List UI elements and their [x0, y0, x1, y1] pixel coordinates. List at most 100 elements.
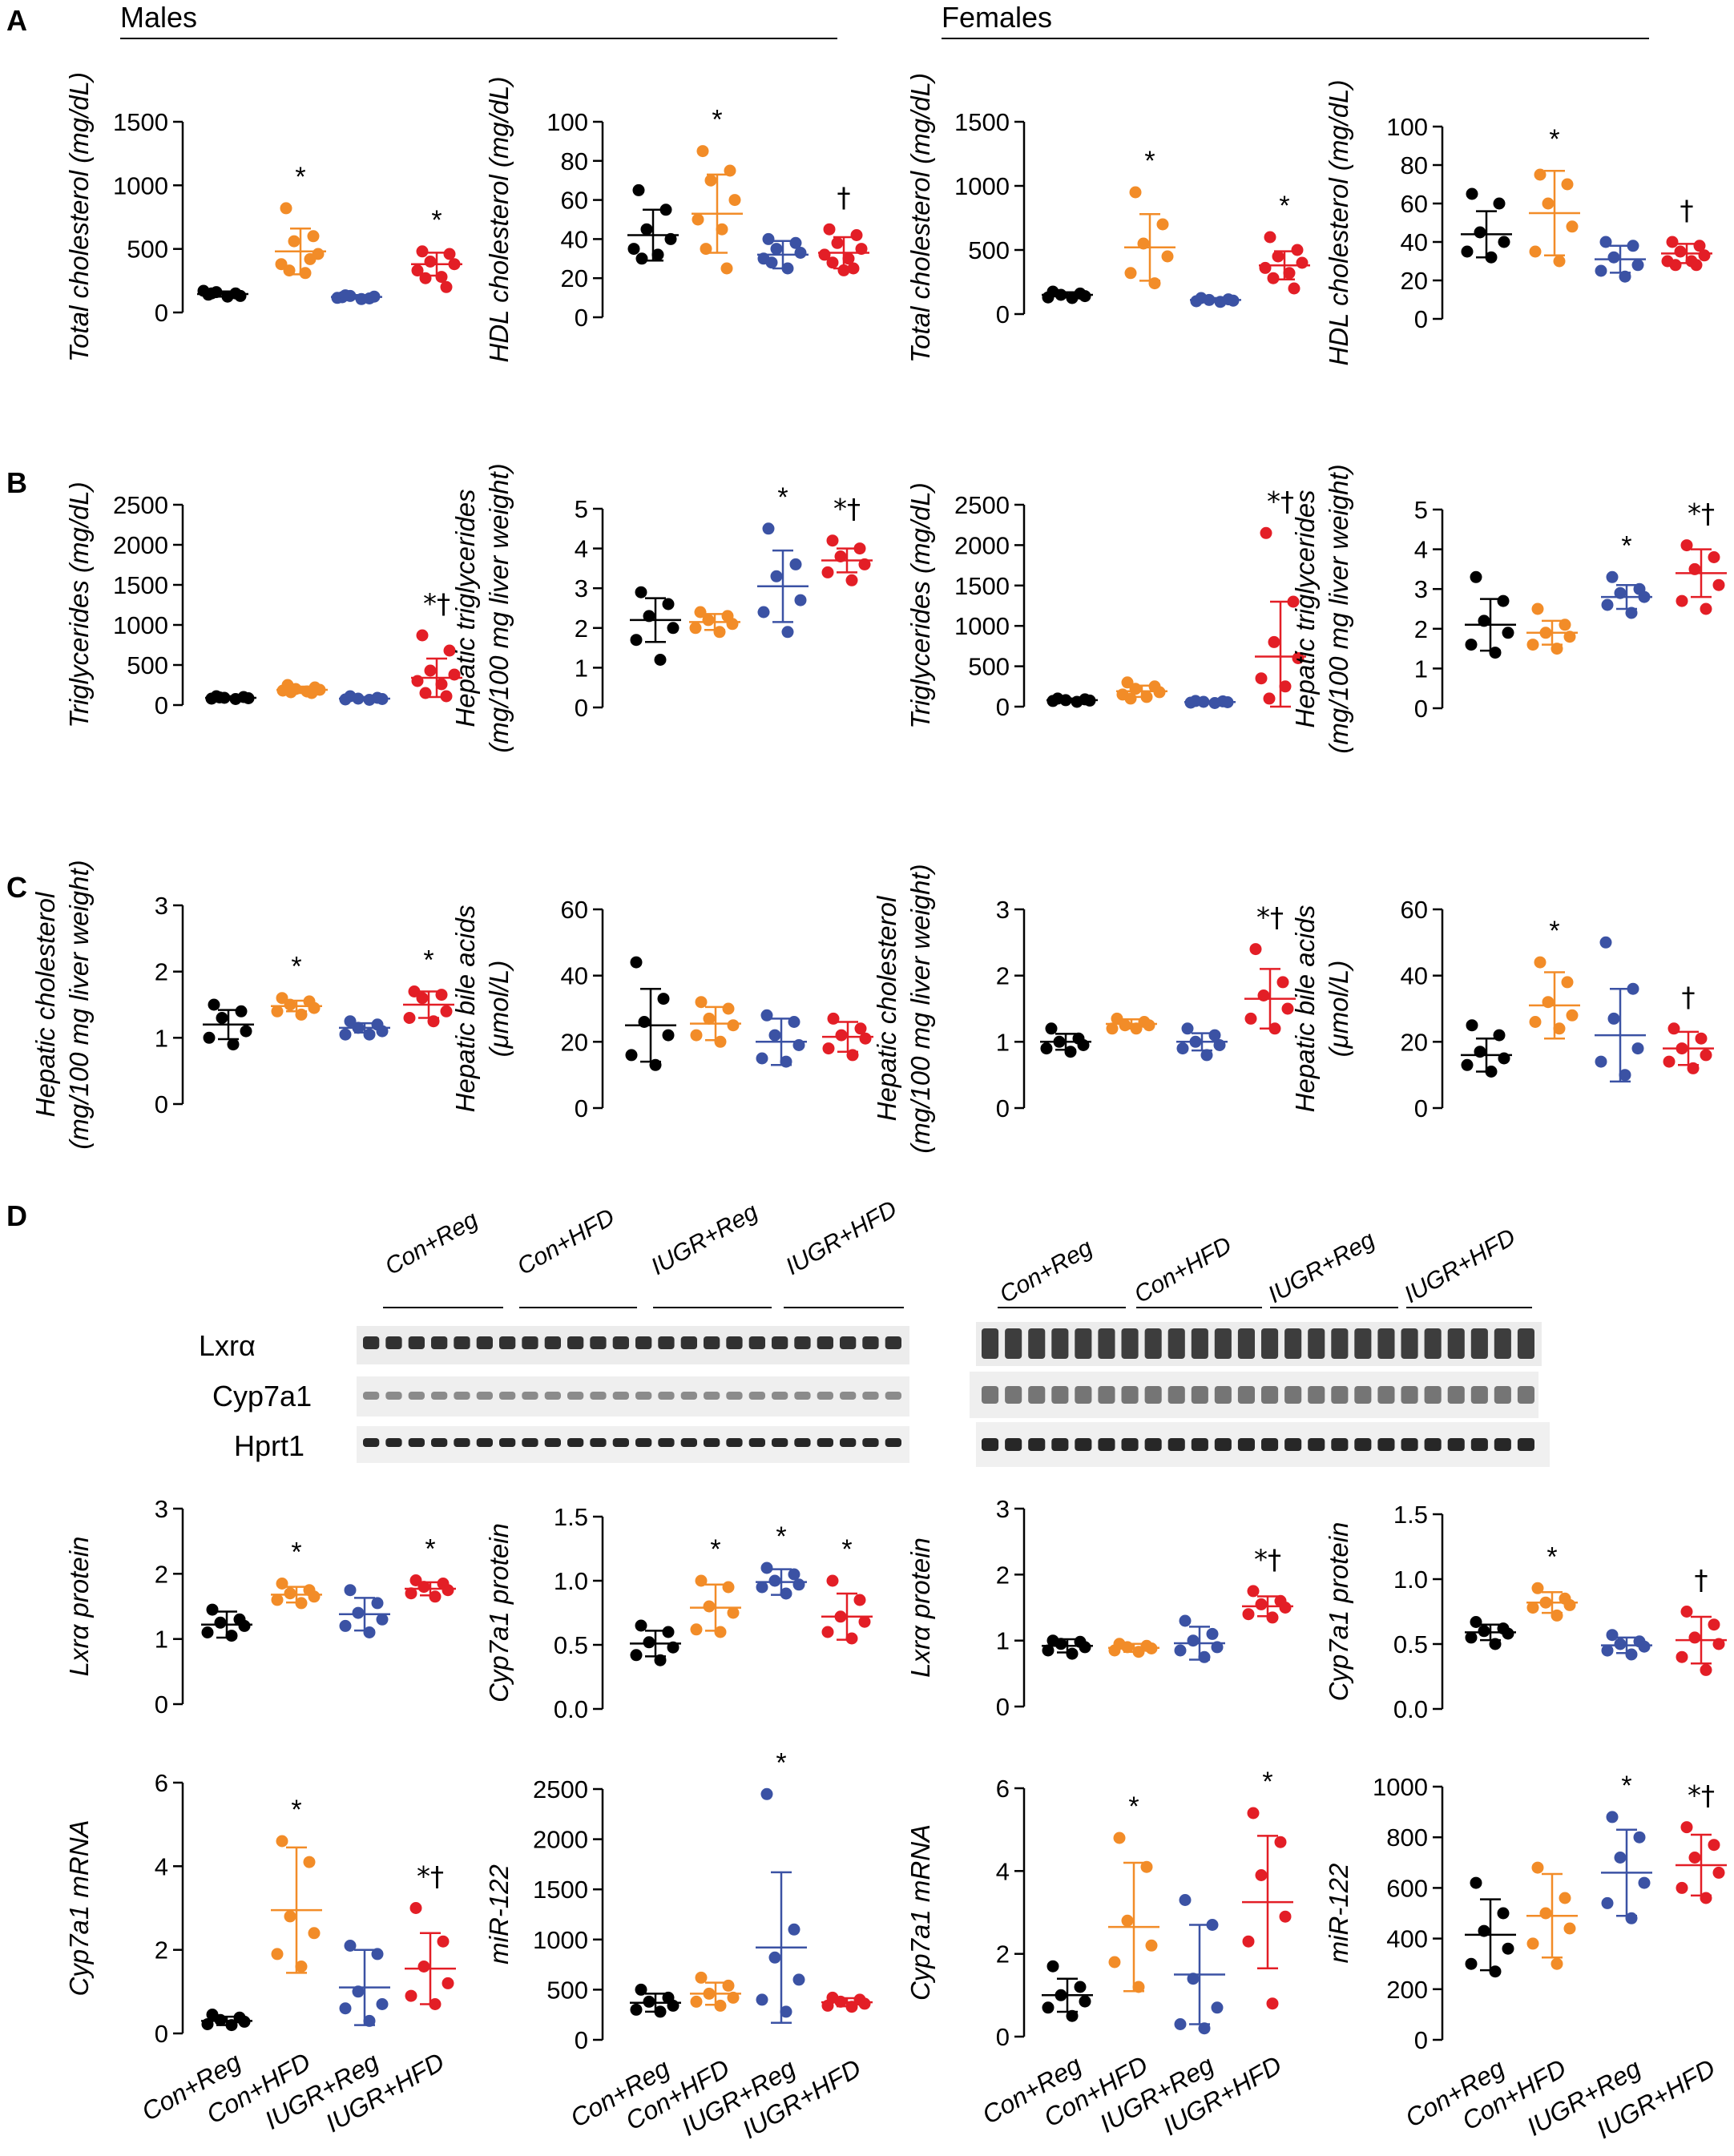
- series-iugr-hfd: *†: [1242, 1544, 1293, 1624]
- significance-marker: †: [1682, 981, 1696, 1014]
- blot-row-label: Cyp7a1: [212, 1380, 312, 1412]
- data-point: [1279, 1910, 1292, 1923]
- data-point: [768, 1951, 781, 1964]
- y-axis-label: Lxrα protein: [64, 1537, 94, 1677]
- y-tick-label: 2: [155, 1936, 168, 1965]
- data-point: [1700, 1049, 1712, 1062]
- data-point: [714, 1626, 727, 1638]
- blot-band: [862, 1392, 879, 1400]
- data-point: [1113, 1832, 1126, 1844]
- plot-d4: 0.0 0.5 1.0 1.5 Cyp7a1 protein * †: [1324, 1501, 1727, 1723]
- data-point: [1595, 264, 1607, 277]
- data-point: [440, 280, 453, 293]
- data-point: [1174, 1644, 1187, 1657]
- y-tick-label: 60: [561, 896, 588, 924]
- data-point: [339, 1619, 352, 1632]
- blot-band: [982, 1438, 999, 1451]
- series-con-hfd: *: [690, 1534, 741, 1638]
- series-con-reg: [627, 183, 679, 265]
- y-tick-label: 0.5: [554, 1631, 588, 1659]
- data-point: [689, 622, 702, 635]
- data-point: [1690, 259, 1703, 272]
- blot-band: [1261, 1386, 1279, 1404]
- y-tick-label: 1500: [113, 108, 168, 136]
- data-point: [770, 570, 783, 582]
- y-axis-label: (μmol/L): [1324, 961, 1353, 1058]
- blot-band: [567, 1392, 584, 1400]
- series-con-hfd: *: [271, 1537, 322, 1610]
- data-point: [654, 654, 667, 666]
- y-tick-label: 3: [155, 892, 168, 920]
- data-point: [344, 1584, 357, 1597]
- y-tick-label: 0: [996, 1094, 1010, 1122]
- data-point: [1040, 1042, 1053, 1055]
- blot-band: [840, 1336, 857, 1349]
- data-point: [1559, 1892, 1571, 1904]
- data-point: [727, 1606, 740, 1619]
- data-point: [1206, 1627, 1219, 1640]
- data-point: [1244, 1012, 1257, 1025]
- data-point: [1531, 1582, 1544, 1594]
- significance-marker: *†: [1256, 902, 1284, 934]
- data-point: [1674, 245, 1687, 258]
- data-point: [403, 1012, 416, 1024]
- series-iugr-reg: [1174, 1894, 1225, 2035]
- data-point: [822, 1042, 835, 1055]
- blot-band: [1121, 1328, 1139, 1359]
- series-iugr-hfd: *: [1259, 191, 1310, 295]
- significance-marker: *: [776, 1747, 786, 1778]
- data-point: [695, 1971, 708, 1984]
- data-point: [1595, 1055, 1607, 1068]
- data-point: [1526, 1937, 1539, 1950]
- data-point: [826, 534, 839, 547]
- data-point: [1599, 236, 1612, 248]
- data-point: [1264, 231, 1276, 244]
- y-tick-label: 0: [155, 1691, 168, 1719]
- y-tick-label: 2000: [533, 1826, 588, 1854]
- data-point: [363, 2014, 376, 2027]
- data-point: [1124, 692, 1137, 705]
- significance-marker: *†: [1688, 498, 1715, 530]
- y-axis-label: Total cholesterol (mg/dL): [64, 72, 94, 362]
- data-point: [344, 1015, 357, 1028]
- females-header: Females: [942, 1, 1052, 34]
- data-point: [635, 586, 647, 598]
- y-tick-label: 0: [575, 694, 588, 722]
- data-point: [1267, 272, 1280, 284]
- blot-band: [1447, 1328, 1465, 1359]
- data-point: [640, 223, 653, 236]
- series-con-hfd: *: [1526, 1541, 1578, 1622]
- data-point: [435, 678, 448, 691]
- y-tick-label: 1000: [113, 611, 168, 639]
- blot-band: [1144, 1438, 1162, 1451]
- y-tick-label: 5: [1414, 496, 1428, 524]
- data-point: [1465, 639, 1478, 651]
- blot-band: [1214, 1328, 1232, 1359]
- data-point: [1176, 1042, 1189, 1055]
- blot-band: [1517, 1328, 1534, 1359]
- plot-d3: 0 1 2 3 Lxrα protein *†: [905, 1495, 1293, 1721]
- data-point: [853, 1594, 866, 1606]
- data-point: [1276, 976, 1289, 989]
- blot-band: [1447, 1386, 1465, 1404]
- data-point: [344, 1940, 357, 1952]
- blot-band: [1494, 1386, 1511, 1404]
- blot-band: [1424, 1438, 1442, 1451]
- plot-a1: 0 500 1000 1500 Total cholesterol (mg/dL) * *: [64, 72, 462, 362]
- blot-band: [1191, 1328, 1208, 1359]
- data-point: [1614, 1852, 1627, 1864]
- significance-marker: *: [423, 945, 434, 976]
- y-axis-label: miR-122: [1324, 1864, 1353, 1964]
- y-axis-label: (mg/100 mg liver weight): [64, 860, 94, 1149]
- blot-band: [1401, 1328, 1418, 1359]
- data-point: [1614, 1638, 1627, 1650]
- data-point: [1497, 594, 1510, 607]
- y-tick-label: 20: [1401, 1028, 1428, 1056]
- y-tick-label: 2: [155, 958, 168, 986]
- blot-band: [1144, 1386, 1162, 1404]
- data-point: [1255, 1598, 1268, 1610]
- series-iugr-reg: [1174, 1614, 1225, 1663]
- y-tick-label: 800: [1386, 1824, 1428, 1852]
- y-tick-label: 100: [1386, 113, 1428, 141]
- significance-marker: †: [1695, 1565, 1708, 1597]
